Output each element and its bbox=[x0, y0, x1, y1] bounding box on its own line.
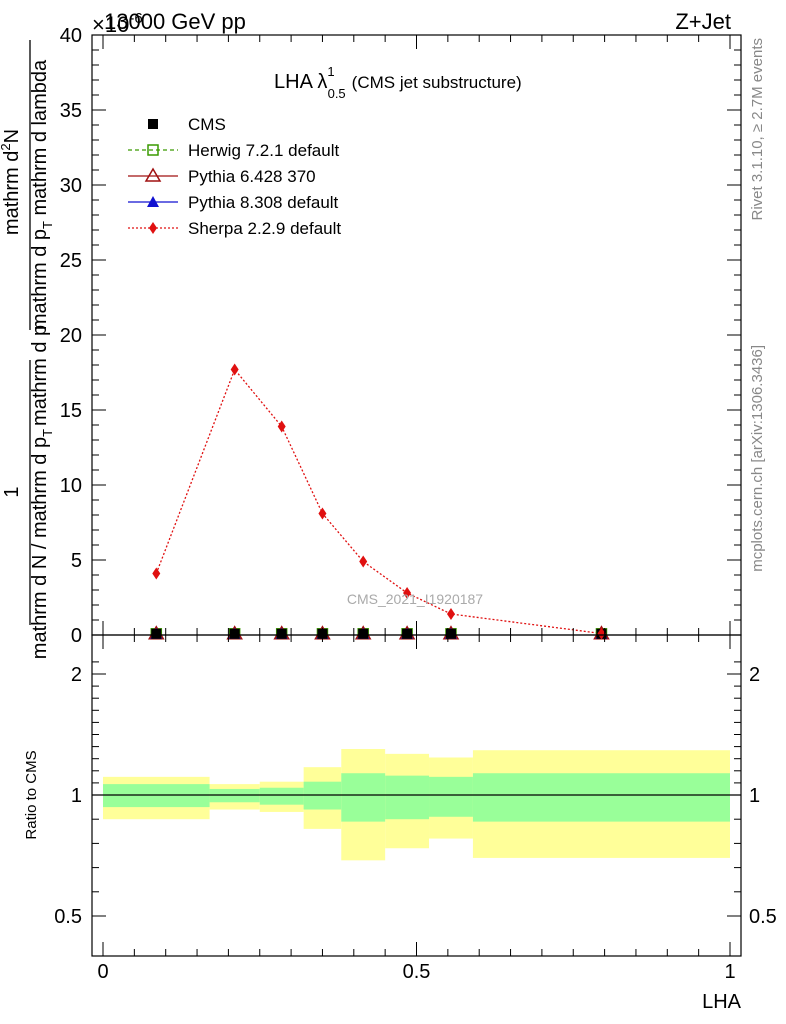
legend-label-sherpa: Sherpa 2.2.9 default bbox=[188, 219, 341, 238]
x-tick-label: 1 bbox=[724, 961, 735, 983]
ratio-inner-band bbox=[259, 787, 304, 805]
ratio-inner-band bbox=[472, 773, 730, 822]
ratio-y-tick-label: 0.5 bbox=[54, 906, 82, 928]
main-panel: 5 10 15 20 25 30 35 40 0 bbox=[60, 25, 742, 647]
ratio-x-ticks: 0 0.5 1 bbox=[97, 635, 736, 983]
legend-marker-herwig bbox=[147, 144, 159, 156]
main-y-tick-label: 40 bbox=[60, 25, 82, 47]
ratio-inner-band bbox=[429, 776, 473, 817]
y-label-line2: mathrm d pT mathrm d lambda bbox=[29, 59, 55, 330]
ratio-inner-band bbox=[385, 775, 430, 820]
data-point-sherpa bbox=[277, 420, 286, 433]
data-point-cms bbox=[445, 628, 456, 639]
main-y-tick-label: 0 bbox=[71, 625, 82, 647]
ratio-panel: 0.5 0.51 12 2 0 0.5 1 bbox=[54, 634, 777, 983]
ratio-y-tick-label: 1 bbox=[71, 785, 82, 807]
header-right-text: Z+Jet bbox=[675, 9, 731, 34]
data-point-cms bbox=[151, 628, 162, 639]
data-point-sherpa bbox=[318, 507, 327, 520]
legend-label-cms: CMS bbox=[188, 115, 226, 134]
ratio-y-tick-label: 2 bbox=[71, 664, 82, 686]
data-point-cms bbox=[358, 628, 369, 639]
legend-label-herwig: Herwig 7.2.1 default bbox=[188, 141, 339, 160]
data-point-sherpa bbox=[230, 363, 239, 376]
data-point-cms bbox=[276, 628, 287, 639]
ratio-inner-band bbox=[209, 788, 260, 803]
main-y-tick-label: 5 bbox=[71, 550, 82, 572]
watermark: CMS_2021_I1920187 bbox=[347, 591, 483, 607]
main-y-axis-label: 1 mathrm d N / mathrm d pTmathrm d p mat… bbox=[0, 40, 55, 659]
legend-label-pythia8: Pythia 8.308 default bbox=[188, 193, 339, 212]
main-y-tick-label: 15 bbox=[60, 400, 82, 422]
exponent-label: ×10-6 bbox=[92, 10, 143, 37]
legend-marker-sherpa bbox=[149, 222, 157, 234]
main-y-tick-label: 25 bbox=[60, 250, 82, 272]
data-point-sherpa bbox=[446, 608, 455, 620]
mcplots-label: mcplots.cern.ch [arXiv:1306.3436] bbox=[749, 345, 766, 572]
x-axis-label: LHA bbox=[702, 991, 742, 1013]
header-left-text: 13000 GeV pp bbox=[104, 9, 246, 34]
ratio-y-ticks: 0.5 0.5 1 1 2 2 bbox=[54, 661, 777, 928]
y-label-denominator: mathrm d N / mathrm d pTmathrm d p bbox=[29, 325, 55, 659]
legend-marker-pythia6 bbox=[144, 167, 162, 182]
y-label-numerator-one: 1 bbox=[1, 486, 23, 497]
legend-label-pythia6: Pythia 6.428 370 bbox=[188, 167, 316, 186]
legend-marker-pythia8 bbox=[147, 196, 159, 207]
ratio-inner-band bbox=[303, 781, 342, 810]
ratio-y-tick-label-right: 1 bbox=[749, 785, 760, 807]
data-point-sherpa bbox=[152, 567, 161, 580]
legend-marker-cms bbox=[148, 119, 158, 129]
data-point-sherpa bbox=[403, 587, 412, 599]
ratio-y-tick-label-right: 2 bbox=[749, 664, 760, 686]
ratio-bands bbox=[103, 749, 730, 861]
main-y-ticks: 5 10 15 20 25 30 35 40 0 bbox=[60, 25, 741, 647]
data-point-sherpa bbox=[359, 555, 368, 568]
rivet-label: Rivet 3.1.10, ≥ 2.7M events bbox=[749, 38, 766, 221]
data-point-cms bbox=[402, 628, 413, 639]
data-point-sherpa bbox=[597, 627, 606, 640]
legend: CMS Herwig 7.2.1 default Pythia 6.428 370 P… bbox=[128, 115, 341, 238]
main-y-tick-label: 35 bbox=[60, 100, 82, 122]
data-point-cms bbox=[229, 628, 240, 639]
main-y-tick-label: 10 bbox=[60, 475, 82, 497]
main-y-tick-label: 30 bbox=[60, 175, 82, 197]
y-label-num-right: mathrm d2N bbox=[0, 129, 23, 235]
main-y-tick-label: 20 bbox=[60, 325, 82, 347]
ratio-inner-band bbox=[103, 784, 210, 808]
main-title: LHA λ1 0.5(CMS jet substructure) bbox=[274, 64, 522, 101]
main-x-ticks bbox=[102, 35, 731, 635]
ratio-y-tick-label-right: 0.5 bbox=[749, 906, 777, 928]
x-tick-label: 0 bbox=[97, 961, 108, 983]
ratio-inner-band bbox=[341, 773, 386, 822]
x-tick-label: 0.5 bbox=[403, 961, 431, 983]
ratio-y-axis-label: Ratio to CMS bbox=[23, 750, 40, 839]
